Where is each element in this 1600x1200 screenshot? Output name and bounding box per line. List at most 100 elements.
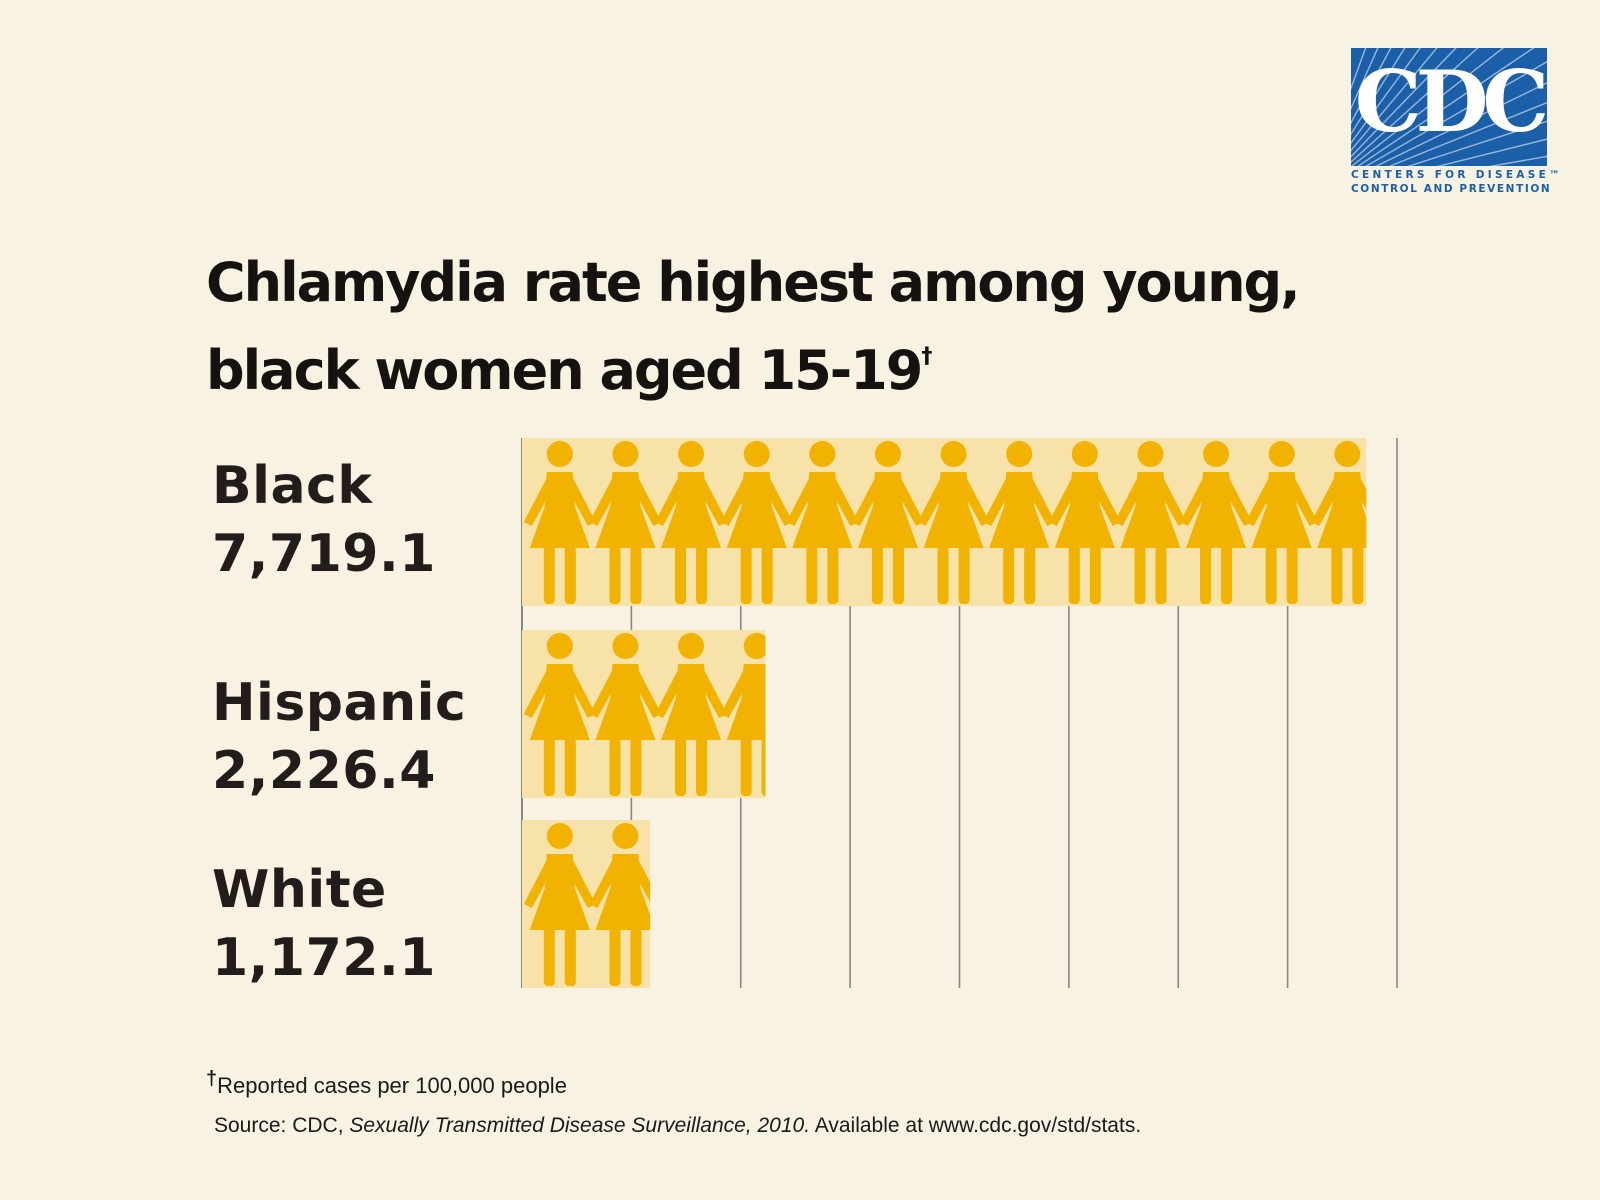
figure-right-arm — [631, 474, 662, 526]
figure-right-arm — [631, 666, 662, 718]
figure-left-leg — [609, 738, 621, 796]
woman-figure-icon — [917, 441, 990, 604]
figure-dress — [989, 472, 1050, 548]
figure-head — [678, 633, 705, 659]
figure-right-arm — [959, 474, 990, 526]
category-value: 2,226.4 — [212, 741, 436, 801]
figure-right-arm — [1353, 474, 1367, 510]
logo-rays — [1351, 48, 1547, 166]
category-value: 7,719.1 — [212, 524, 436, 584]
woman-figure-icon — [589, 441, 662, 604]
figure-right-leg — [958, 546, 970, 604]
figure-dress — [529, 664, 590, 740]
figure-dress — [529, 472, 590, 548]
figure-dress — [726, 472, 787, 548]
figure-dress — [595, 472, 656, 548]
woman-figure-icon — [1048, 441, 1121, 604]
woman-figure-icon — [720, 633, 766, 796]
figure-head — [546, 441, 573, 467]
figure-left-arm — [983, 474, 1014, 526]
logo-subtitle-line1: CENTERS FOR DISEASE™ — [1351, 169, 1563, 181]
woman-figure-icon — [1311, 441, 1367, 604]
figure-left-leg — [609, 928, 621, 986]
figure-right-arm — [762, 671, 766, 684]
figure-left-arm — [1048, 474, 1079, 526]
figure-left-leg — [543, 738, 555, 796]
figure-left-leg — [740, 738, 752, 796]
figures-white — [523, 823, 651, 986]
source-suffix: Available at www.cdc.gov/std/stats. — [810, 1114, 1142, 1137]
figure-head — [1071, 441, 1098, 467]
woman-figure-icon — [1114, 441, 1187, 604]
figure-left-leg — [1265, 546, 1277, 604]
figure-dress — [726, 664, 766, 740]
figure-head — [743, 441, 770, 467]
category-name: Black — [212, 456, 373, 516]
figure-left-arm — [655, 474, 686, 526]
category-name: Hispanic — [212, 673, 467, 733]
figure-right-arm — [1156, 474, 1187, 526]
figure-head — [743, 633, 766, 659]
logo-ray — [1388, 101, 1547, 166]
footnote-text: Reported cases per 100,000 people — [217, 1073, 567, 1098]
logo-ray — [1375, 82, 1547, 166]
figure-right-arm — [893, 474, 924, 526]
figure-left-arm — [1114, 474, 1145, 526]
woman-figure-icon — [523, 441, 596, 604]
figure-left-leg — [675, 738, 687, 796]
figure-dress — [923, 472, 984, 548]
figure-left-arm — [523, 666, 554, 718]
figures-black — [523, 441, 1367, 604]
logo-ray — [1351, 48, 1457, 158]
figure-left-arm — [917, 474, 948, 526]
figure-right-leg — [564, 738, 576, 796]
figure-right-arm — [1025, 474, 1056, 526]
figure-right-arm — [631, 856, 651, 903]
woman-figure-icon — [1245, 441, 1318, 604]
footnote: †Reported cases per 100,000 people — [206, 1068, 567, 1099]
figure-head — [678, 441, 705, 467]
figure-dress — [1120, 472, 1181, 548]
figure-right-leg — [696, 738, 708, 796]
woman-figure-icon — [983, 441, 1056, 604]
figure-dress — [1317, 472, 1367, 548]
title-line2-text: black women aged 15-19 — [206, 339, 923, 402]
figure-right-arm — [1222, 474, 1253, 526]
figure-right-arm — [1287, 474, 1318, 526]
figure-head — [546, 633, 573, 659]
figure-right-arm — [697, 474, 728, 526]
figure-right-arm — [828, 474, 859, 526]
logo-ray — [1407, 120, 1547, 166]
figure-left-arm — [523, 856, 554, 908]
category-label-white: White 1,172.1 — [212, 856, 436, 992]
logo-ray — [1351, 48, 1379, 110]
figure-right-leg — [1286, 546, 1298, 604]
figure-left-leg — [806, 546, 818, 604]
figure-left-leg — [740, 546, 752, 604]
figure-right-leg — [1089, 546, 1101, 604]
woman-figure-icon — [1180, 441, 1253, 604]
figure-head — [612, 441, 639, 467]
figure-left-leg — [543, 928, 555, 986]
logo-wordmark: CDC — [1354, 52, 1547, 151]
figure-right-leg — [630, 928, 642, 986]
logo-ray — [1436, 138, 1547, 166]
figure-head — [612, 633, 639, 659]
logo-ray — [1351, 48, 1421, 145]
figure-right-arm — [565, 856, 596, 908]
source-publication: Sexually Transmitted Disease Surveillanc… — [349, 1114, 811, 1137]
woman-figure-icon — [655, 633, 728, 796]
woman-figure-icon — [589, 823, 651, 986]
figure-right-leg — [761, 546, 773, 604]
footnote-dagger: † — [206, 1068, 218, 1090]
figure-right-arm — [565, 474, 596, 526]
figure-dress — [529, 854, 590, 930]
figure-right-arm — [697, 666, 728, 718]
figure-head — [1268, 441, 1295, 467]
figure-head — [809, 441, 836, 467]
figure-head — [1203, 441, 1230, 467]
chart-title: Chlamydia rate highest among young, blac… — [206, 246, 1301, 408]
figure-left-leg — [1003, 546, 1015, 604]
figure-right-leg — [630, 738, 642, 796]
category-label-black: Black 7,719.1 — [212, 452, 436, 588]
